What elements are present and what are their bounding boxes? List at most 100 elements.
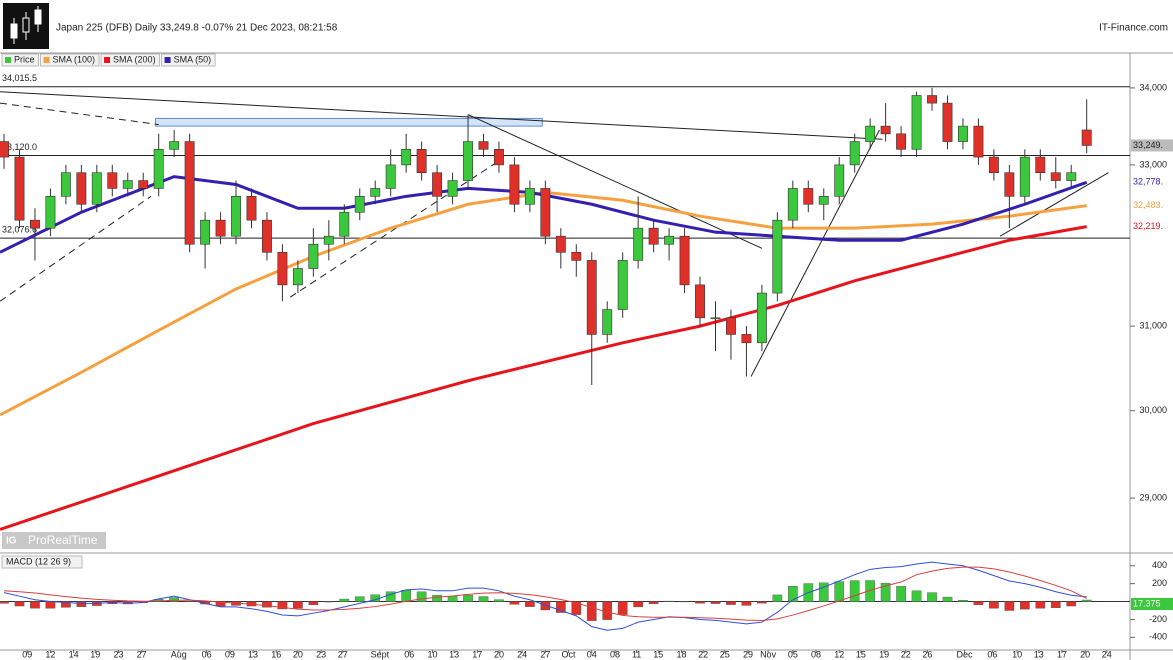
candle-body (555, 235, 566, 253)
candle-body (958, 125, 968, 142)
candle-body (679, 235, 690, 286)
x-tick-label: 10 (427, 649, 437, 659)
h-line-label: 33,120.0 (2, 142, 37, 152)
histogram-bar (695, 601, 705, 604)
x-tick-label: 14 (69, 649, 79, 659)
histogram-bar (617, 601, 628, 615)
trend-line (0, 91, 883, 140)
legend-label: SMA (100) (53, 54, 96, 64)
x-tick-label: 15 (653, 649, 663, 659)
histogram-bar (45, 601, 56, 609)
candle-body (540, 188, 551, 237)
histogram-bar (911, 590, 922, 602)
histogram-bar (200, 601, 210, 605)
legend-label: SMA (50) (174, 54, 212, 64)
candle-body (385, 164, 396, 189)
x-tick-label: 11 (632, 649, 641, 659)
candle-body (231, 196, 241, 237)
x-tick-label: 10 (1012, 649, 1022, 659)
trend-line (467, 114, 763, 249)
x-tick-label: 06 (987, 649, 997, 659)
x-tick-label: 09 (22, 649, 32, 659)
histogram-bar (354, 596, 365, 602)
x-tick-label: Dec (956, 649, 973, 659)
candle-body (1035, 156, 1046, 174)
end-label: 32,219. (1133, 221, 1163, 231)
y-tick-label: 200 (1152, 578, 1167, 588)
candle-body (200, 219, 211, 245)
sma-line (0, 175, 1088, 254)
x-tick-label: Nov (760, 649, 777, 659)
candle-body (308, 243, 319, 269)
candle-body (463, 141, 473, 181)
h-line-label-box (0, 72, 42, 84)
candle-body (741, 334, 752, 344)
candle-body (107, 172, 118, 189)
histogram-bar (308, 601, 319, 605)
histogram-bar (1035, 601, 1046, 609)
y-tick-label: 29,000 (1139, 492, 1167, 502)
candle-body (45, 196, 56, 229)
candle-body (60, 172, 71, 197)
header-title: Japan 225 (DFB) Daily 33,249.8 -0.07% 21… (56, 23, 338, 34)
candle-body (756, 292, 767, 344)
x-tick-label: 08 (610, 649, 620, 659)
candle-body (710, 317, 721, 320)
y-tick-label: 30,000 (1139, 405, 1167, 415)
x-tick-label: 27 (338, 649, 348, 659)
candle-body (14, 156, 25, 221)
y-tick-label: -400 (1149, 632, 1167, 642)
histogram-bar (973, 601, 984, 605)
histogram-bar (509, 601, 520, 605)
histogram-bar (447, 596, 458, 602)
h-line-label: 32,076.6 (2, 224, 37, 234)
candle-body (401, 149, 412, 166)
x-tick-label: 24 (1102, 649, 1112, 659)
candle-body (246, 196, 257, 221)
x-tick-label: 13 (449, 649, 459, 659)
histogram-bar (586, 601, 597, 621)
x-tick-label: 22 (698, 649, 708, 659)
x-tick-label: Aug (171, 649, 187, 659)
end-label: 33,249. (1133, 140, 1163, 150)
legend-box (161, 53, 216, 67)
macd-line (3, 561, 1087, 631)
histogram-bar (1004, 601, 1015, 611)
histogram-bar (14, 601, 25, 607)
x-tick-label: 20 (293, 649, 303, 659)
histogram-bar (741, 601, 752, 606)
watermark-box (2, 532, 106, 549)
candle-body (1019, 156, 1030, 197)
x-tick-label: 19 (90, 649, 100, 659)
histogram-bar (432, 594, 442, 602)
x-tick-label: 09 (225, 649, 235, 659)
x-tick-label: 06 (404, 649, 414, 659)
candle-body (865, 125, 876, 142)
x-tick-label: 17 (1057, 649, 1067, 659)
x-tick-label: 17 (472, 649, 482, 659)
legend-box (1, 53, 40, 67)
x-tick-label: Sept (371, 649, 390, 659)
x-tick-label: 23 (316, 649, 326, 659)
candle-body (927, 95, 937, 104)
x-tick-label: 05 (788, 649, 798, 659)
candle-body (896, 133, 907, 150)
candle-body (911, 95, 922, 150)
candle-body (1004, 172, 1015, 197)
legend-swatch (164, 57, 171, 63)
candle-body (30, 219, 40, 229)
candle-body (122, 180, 133, 189)
histogram-bar (818, 582, 829, 602)
candle-body (370, 188, 381, 197)
end-label-box (1131, 176, 1173, 189)
legend-label: SMA (200) (113, 54, 156, 64)
x-tick-label: 29 (743, 649, 753, 659)
x-tick-label: 26 (922, 649, 932, 659)
end-label: 32,483. (1133, 200, 1163, 210)
macd-line (3, 566, 1087, 622)
candle-body (973, 125, 984, 158)
histogram-bar (602, 601, 613, 620)
legend-box (100, 53, 161, 67)
end-label-box (1131, 139, 1173, 152)
